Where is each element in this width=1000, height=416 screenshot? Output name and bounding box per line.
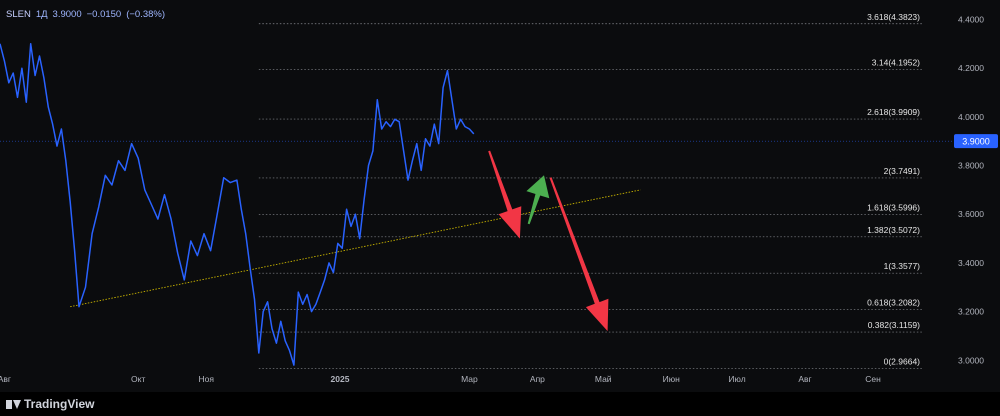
price-axis-tick-label: 3.0000 (958, 355, 984, 365)
time-axis-tick-label: Сен (865, 374, 881, 384)
fib-level-label: 2(3.7491) (884, 166, 921, 176)
brand-name: TradingView (24, 397, 95, 411)
time-axis-tick-label: Окт (131, 374, 145, 384)
price-axis-tick-label: 3.4000 (958, 258, 984, 268)
current-price-marker: 3.9000 (0, 134, 998, 149)
fib-level-label: 1.618(3.5996) (867, 202, 920, 212)
fib-level-label: 0.382(3.1159) (868, 320, 920, 330)
annotation-arrow (526, 175, 550, 225)
price-change: −0.0150 (86, 9, 122, 20)
price-axis-background (952, 0, 1000, 392)
price-axis-tick-label: 3.6000 (958, 209, 984, 219)
fibonacci-levels[interactable]: 0(2.9664) 0.382(3.1159) 0.618(3.2082) 1(3.3… (258, 12, 922, 369)
fib-level-label: 3.618(4.3823) (867, 12, 920, 22)
time-axis-tick-label: Июн (663, 374, 680, 384)
price-axis-tick-label: 3.2000 (958, 307, 984, 317)
annotation-arrow (488, 150, 522, 239)
symbol-name: SLEN (6, 9, 31, 20)
time-axis-tick-label: Авг (0, 374, 11, 384)
annotation-arrow (549, 177, 609, 332)
time-axis-tick-label: Ноя (198, 374, 214, 384)
price-axis-tick-label: 4.2000 (958, 63, 984, 73)
tradingview-logo[interactable]: TradingView (6, 397, 94, 411)
price-axis-tick-label: 3.8000 (958, 161, 984, 171)
fib-level-label: 2.618(3.9909) (867, 107, 920, 117)
price-series[interactable] (0, 43, 475, 366)
fib-level-label: 3.14(4.1952) (872, 57, 920, 67)
price-axis[interactable]: 3.0000 3.2000 3.4000 3.6000 3.8000 4.0000 4.20… (952, 0, 1000, 392)
time-axis-tick-label: Апр (530, 374, 545, 384)
annotation-arrows[interactable] (488, 150, 609, 332)
fib-level-label: 0(2.9664) (884, 356, 921, 366)
price-series-line (0, 43, 475, 366)
time-axis[interactable]: Авг Окт Ноя 2025 Мар Апр Май Июн Июл Авг Сен (0, 374, 881, 384)
fib-level-label: 1(3.3577) (884, 261, 921, 271)
footer-bar: TradingView (0, 392, 1000, 416)
trendline-segment (70, 189, 641, 308)
price-change-percent: (−0.38%) (126, 9, 166, 20)
chart-plot-area[interactable]: 0(2.9664) 0.382(3.1159) 0.618(3.2082) 1(3.3… (0, 0, 1000, 393)
time-axis-tick-label: Авг (798, 374, 811, 384)
fib-level-label: 0.618(3.2082) (867, 298, 920, 308)
current-price-label: 3.9000 (962, 137, 990, 147)
fib-level-label: 1.382(3.5072) (867, 225, 920, 235)
symbol-legend[interactable]: SLEN 1Д 3.9000 −0.0150 (−0.38%) (6, 9, 165, 20)
time-axis-tick-label: 2025 (331, 374, 350, 384)
interval-label: 1Д (35, 9, 48, 20)
time-axis-tick-label: Мар (461, 374, 478, 384)
time-axis-tick-label: Июл (728, 374, 745, 384)
price-axis-tick-label: 4.0000 (958, 112, 984, 122)
price-axis-tick-label: 4.4000 (958, 14, 984, 24)
time-axis-tick-label: Май (595, 374, 612, 384)
trendline[interactable] (70, 189, 641, 308)
last-price: 3.9000 (52, 9, 82, 20)
price-chart[interactable]: 0(2.9664) 0.382(3.1159) 0.618(3.2082) 1(3.3… (0, 0, 1000, 392)
current-price-badge (954, 134, 998, 149)
tradingview-icon (6, 399, 21, 409)
